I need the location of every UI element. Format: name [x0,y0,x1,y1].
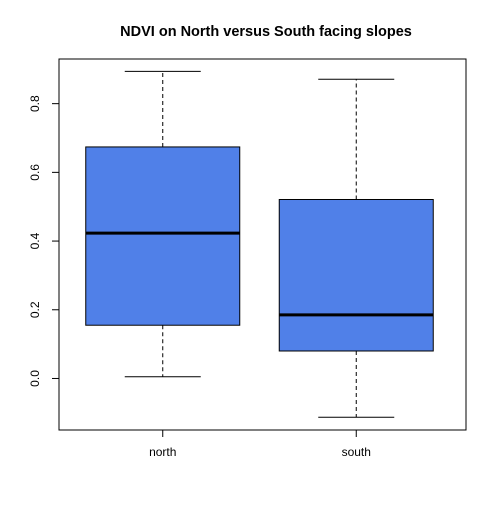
y-tick-label-4: 0.8 [28,95,42,112]
x-tick-label-north: north [149,445,176,459]
x-tick-label-south: south [342,445,371,459]
y-tick-label-2: 0.4 [28,232,42,249]
box-north [85,70,241,378]
y-tick-label-0: 0.0 [28,370,42,387]
box-body-south [278,198,434,352]
y-tick-label-3: 0.6 [28,164,42,181]
plot-area [85,70,434,418]
box-body-north [85,146,241,326]
chart-title: NDVI on North versus South facing slopes [120,24,412,40]
box-south [278,78,434,418]
y-tick-label-1: 0.2 [28,301,42,318]
axes: 0.0 0.2 0.4 0.6 0.8 north south [28,58,467,459]
